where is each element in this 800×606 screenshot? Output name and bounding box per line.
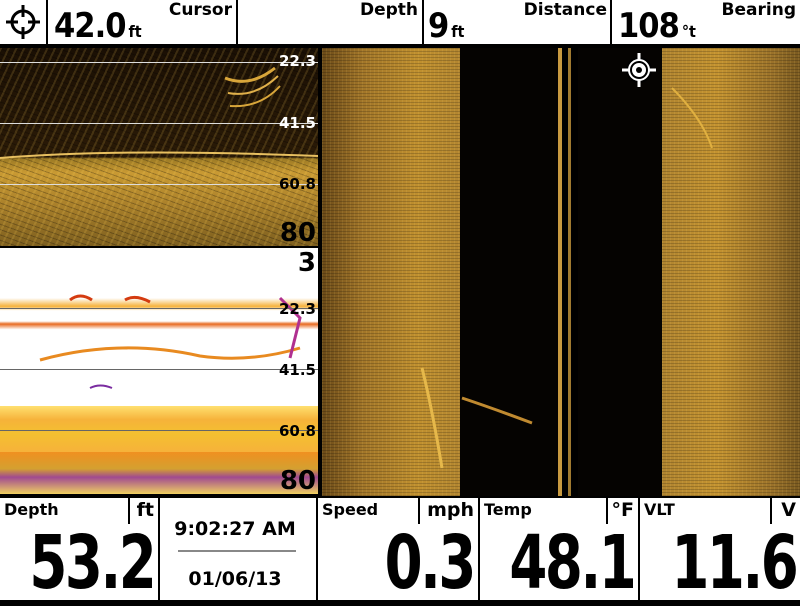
temp-value: 48.1 <box>509 520 636 606</box>
unit-divider <box>606 498 608 524</box>
temp-unit: °F <box>611 499 634 521</box>
sonar-texture <box>0 48 318 246</box>
distance-readout: 9 ft Distance <box>424 0 612 44</box>
depth-line-label: 41.5 <box>278 114 316 132</box>
depth-line <box>0 123 318 124</box>
vlt-value: 11.6 <box>671 520 798 606</box>
bottom-status-bar: Depth ft 53.2 9:02:27 AM 01/06/13 Speed … <box>0 496 800 600</box>
vlt-label: VLT <box>644 500 675 519</box>
speed-unit: mph <box>427 499 474 521</box>
bearing-readout: 108 °t Bearing <box>612 0 800 44</box>
depth-line-label: 22.3 <box>278 300 316 318</box>
water-column-left <box>460 48 562 496</box>
top-status-bar: 42.0 ft Cursor Depth 9 ft Distance 108 °t B… <box>0 0 800 46</box>
sonar-returns <box>39 294 302 389</box>
down-imaging-view[interactable]: 22.3 41.5 60.8 80 <box>0 48 318 246</box>
time-value: 9:02:27 AM <box>174 518 296 540</box>
vlt-unit: V <box>781 499 796 521</box>
time-date-readout: 9:02:27 AM 01/06/13 <box>160 498 318 600</box>
side-structure-returns <box>420 87 713 469</box>
depth-line <box>0 62 318 63</box>
bottom-substrate <box>0 452 318 494</box>
depth-line <box>0 308 318 309</box>
temp-readout: Temp °F 48.1 <box>480 498 640 600</box>
depth-line <box>0 184 318 185</box>
side-imaging-left-bottom <box>322 48 460 496</box>
bottom-return <box>0 406 318 452</box>
depth-line-label: 41.5 <box>278 361 316 379</box>
max-depth-label: 80 <box>279 218 316 246</box>
speed-value: 0.3 <box>384 520 477 606</box>
distance-label: Distance <box>523 0 607 20</box>
depth-readout: Depth ft 53.2 <box>0 498 160 600</box>
depth-label: Depth <box>359 0 418 20</box>
depth-line <box>0 369 318 370</box>
cursor-label: Cursor <box>168 0 232 20</box>
depth-line-label: 60.8 <box>278 175 316 193</box>
speed-readout: Speed mph 0.3 <box>318 498 480 600</box>
depth-line-label: 60.8 <box>278 422 316 440</box>
temp-label: Temp <box>484 500 532 519</box>
min-depth-label: 3 <box>297 248 316 278</box>
pane-divider <box>318 48 322 496</box>
depth-line <box>0 430 318 431</box>
depth-label: Depth <box>4 500 59 519</box>
water-column-right <box>578 48 662 496</box>
cursor-value: 42.0 ft <box>54 6 142 46</box>
depth-value: 53.2 <box>29 520 156 606</box>
depth-unit: ft <box>136 499 154 521</box>
cursor-depth-readout: 42.0 ft Cursor <box>48 0 238 44</box>
voltage-readout: VLT V 11.6 <box>640 498 800 600</box>
depth-label-cell: Depth <box>238 0 424 44</box>
center-line <box>568 48 571 496</box>
unit-divider <box>770 498 772 524</box>
side-imaging-view[interactable] <box>322 48 800 496</box>
crosshair-icon <box>6 5 40 39</box>
sonar-2d-view[interactable]: 3 22.3 41.5 60.8 80 <box>0 248 318 494</box>
bearing-label: Bearing <box>721 0 796 20</box>
structure-returns <box>0 66 318 159</box>
date-value: 01/06/13 <box>188 568 282 590</box>
unit-divider <box>418 498 420 524</box>
depth-line-label: 22.3 <box>278 52 316 70</box>
cursor-button[interactable] <box>0 0 48 44</box>
distance-value: 9 ft <box>428 6 465 46</box>
side-imaging-right-bottom <box>662 48 800 496</box>
unit-divider <box>128 498 130 524</box>
speed-label: Speed <box>322 500 379 519</box>
fish-arch-band <box>0 298 318 340</box>
bearing-value: 108 °t <box>618 6 696 46</box>
center-line <box>558 48 562 496</box>
cursor-target-icon[interactable] <box>620 51 658 89</box>
max-depth-label: 80 <box>279 466 316 494</box>
time-divider <box>178 550 296 552</box>
